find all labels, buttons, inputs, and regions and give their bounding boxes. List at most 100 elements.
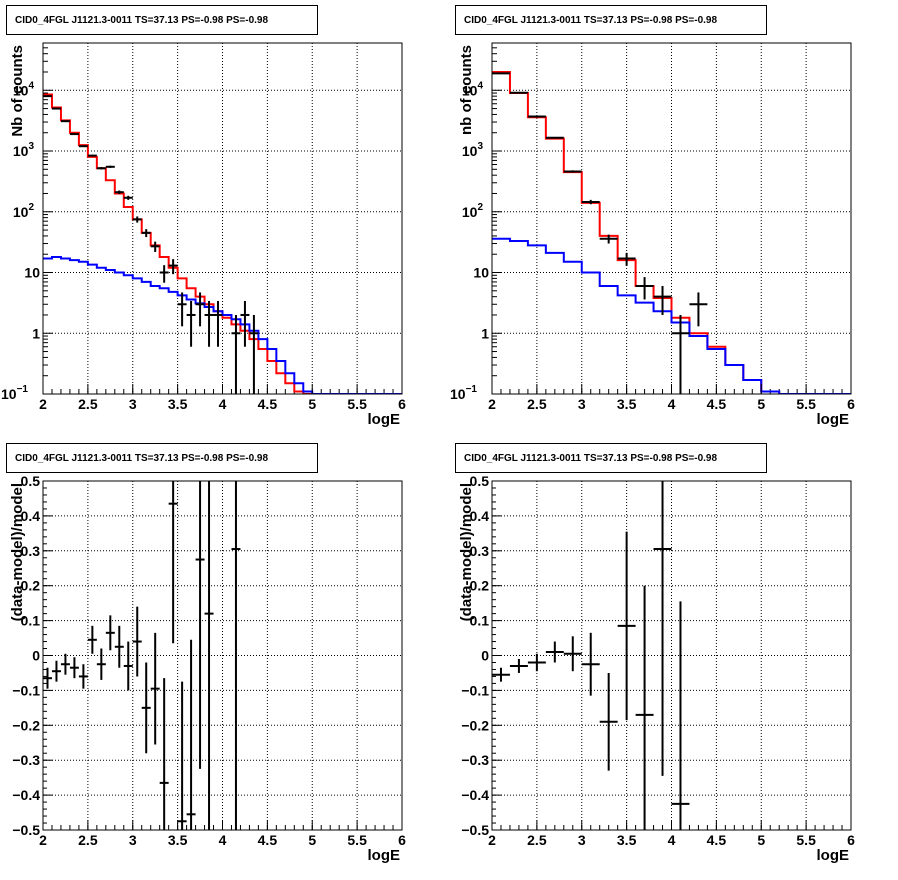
y-tick-label: 1 bbox=[32, 325, 40, 341]
data-point bbox=[231, 315, 240, 394]
data-point bbox=[618, 532, 636, 720]
x-tick-label: 2 bbox=[39, 396, 47, 412]
data-point bbox=[564, 636, 582, 671]
y-tick-label: −0.1 bbox=[461, 682, 489, 698]
data-point bbox=[88, 155, 97, 157]
data-point bbox=[618, 253, 636, 266]
data-point bbox=[160, 678, 169, 830]
y-tick-label: −0.5 bbox=[12, 822, 40, 838]
data-point bbox=[70, 133, 79, 134]
data-point bbox=[133, 216, 142, 222]
data-point bbox=[151, 633, 160, 745]
plot-frame bbox=[492, 43, 851, 394]
x-tick-label: 4 bbox=[219, 396, 227, 412]
x-tick-label: 4 bbox=[668, 832, 676, 848]
x-tick-label: 2 bbox=[488, 832, 496, 848]
x-tick-label: 2.5 bbox=[78, 832, 98, 848]
x-axis-label: logE bbox=[817, 847, 850, 864]
y-axis-label: (data-model)/model bbox=[458, 483, 475, 621]
data-point bbox=[106, 166, 115, 168]
x-tick-label: 4.5 bbox=[707, 832, 727, 848]
data-point bbox=[52, 108, 61, 109]
x-axis-label: logE bbox=[817, 411, 850, 428]
x-tick-label: 5 bbox=[757, 396, 765, 412]
data-point bbox=[546, 642, 564, 663]
y-tick-label: −0.5 bbox=[461, 822, 489, 838]
data-point bbox=[106, 615, 115, 650]
y-tick-label: 10−1 bbox=[450, 384, 477, 402]
data-point bbox=[510, 659, 528, 673]
data-point bbox=[43, 668, 52, 689]
y-tick-label: 0 bbox=[32, 648, 40, 664]
y-tick-label: −0.1 bbox=[12, 682, 40, 698]
x-tick-label: 2 bbox=[488, 396, 496, 412]
data-point bbox=[528, 116, 546, 117]
x-tick-label: 4.5 bbox=[258, 396, 278, 412]
data-point bbox=[214, 301, 223, 347]
data-point bbox=[672, 315, 690, 394]
x-tick-label: 3.5 bbox=[617, 396, 637, 412]
y-tick-label: 10−1 bbox=[1, 384, 28, 402]
y-axis-label: nb of counts bbox=[458, 45, 475, 135]
plot-title: CID0_4FGL J1121.3-0011 TS=37.13 PS=-0.98… bbox=[455, 443, 767, 473]
data-point bbox=[61, 654, 70, 675]
y-axis-label: Nb of counts bbox=[9, 45, 26, 137]
data-layer bbox=[43, 481, 240, 830]
data-point bbox=[600, 673, 618, 771]
y-tick-label: −0.3 bbox=[461, 752, 489, 768]
x-tick-label: 3 bbox=[578, 396, 586, 412]
data-point bbox=[61, 121, 70, 122]
data-point bbox=[88, 626, 97, 654]
data-point bbox=[133, 607, 142, 677]
y-tick-label: 1 bbox=[481, 325, 489, 341]
data-point bbox=[187, 640, 196, 830]
x-tick-label: 6 bbox=[847, 396, 855, 412]
data-point bbox=[43, 96, 52, 97]
data-point bbox=[249, 315, 258, 394]
plot-frame bbox=[43, 43, 402, 394]
x-tick-label: 5 bbox=[757, 832, 765, 848]
x-tick-label: 3 bbox=[129, 396, 137, 412]
x-tick-label: 3 bbox=[129, 832, 137, 848]
data-point bbox=[169, 481, 178, 643]
data-point bbox=[636, 277, 654, 299]
y-tick-label: −0.2 bbox=[12, 717, 40, 733]
x-tick-label: 2.5 bbox=[527, 832, 547, 848]
data-point bbox=[124, 196, 133, 200]
data-point bbox=[546, 137, 564, 138]
plot-title: CID0_4FGL J1121.3-0011 TS=37.13 PS=-0.98… bbox=[455, 5, 767, 35]
data-point bbox=[564, 170, 582, 172]
data-point bbox=[142, 229, 151, 237]
data-point bbox=[79, 664, 88, 688]
x-tick-label: 4 bbox=[668, 396, 676, 412]
data-point bbox=[169, 259, 178, 274]
plot-title: CID0_4FGL J1121.3-0011 TS=37.13 PS=-0.98… bbox=[6, 443, 318, 473]
x-tick-label: 2.5 bbox=[527, 396, 547, 412]
x-tick-label: 3.5 bbox=[168, 832, 188, 848]
data-point bbox=[654, 481, 672, 776]
y-tick-label: 0 bbox=[481, 648, 489, 664]
y-tick-label: −0.2 bbox=[461, 717, 489, 733]
y-tick-label: 103 bbox=[462, 141, 484, 159]
data-point bbox=[636, 586, 654, 830]
x-tick-label: 4.5 bbox=[258, 832, 278, 848]
x-tick-label: 3.5 bbox=[168, 396, 188, 412]
x-tick-label: 5.5 bbox=[796, 832, 816, 848]
data-point bbox=[178, 292, 187, 326]
data-point bbox=[115, 626, 124, 668]
x-tick-label: 6 bbox=[847, 832, 855, 848]
data-point bbox=[97, 167, 106, 169]
plot-title: CID0_4FGL J1121.3-0011 TS=37.13 PS=-0.98… bbox=[6, 5, 318, 35]
data-point bbox=[97, 649, 106, 680]
y-tick-label: 10 bbox=[473, 265, 489, 281]
y-tick-label: −0.3 bbox=[12, 752, 40, 768]
data-point bbox=[672, 601, 690, 830]
x-tick-label: 4.5 bbox=[707, 396, 727, 412]
